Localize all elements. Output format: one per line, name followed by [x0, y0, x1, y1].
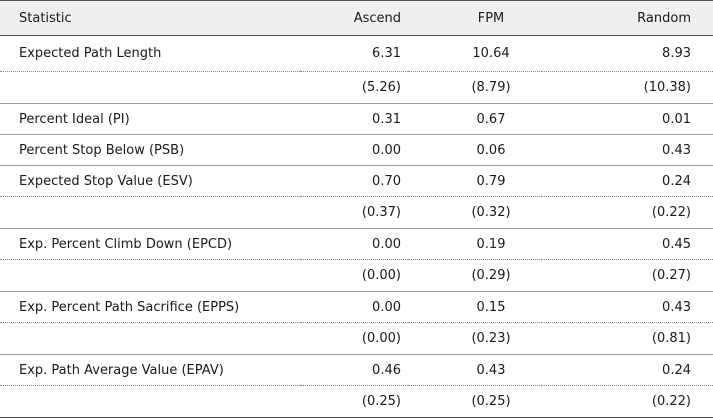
- cell-ascend: 0.31: [300, 103, 408, 135]
- row-label: Expected Stop Value (ESV): [0, 165, 300, 197]
- cell-ascend: (5.26): [300, 71, 408, 104]
- table-row: Expected Path Length 6.31 10.64 8.93: [0, 35, 713, 72]
- row-label: Exp. Percent Climb Down (EPCD): [0, 228, 300, 260]
- header-row: Statistic Ascend FPM Random: [0, 0, 713, 36]
- row-label: [0, 196, 300, 229]
- cell-random: 0.01: [542, 103, 713, 135]
- table-row: (0.25) (0.25) (0.22): [0, 385, 713, 418]
- cell-ascend: 0.00: [300, 134, 408, 166]
- row-label: Exp. Percent Path Sacrifice (EPPS): [0, 291, 300, 323]
- cell-ascend: (0.00): [300, 259, 408, 292]
- cell-random: 0.43: [542, 291, 713, 323]
- cell-random: (0.22): [542, 196, 713, 229]
- header-statistic: Statistic: [19, 10, 72, 26]
- table-row: Percent Stop Below (PSB) 0.00 0.06 0.43: [0, 134, 713, 166]
- row-label: Percent Ideal (PI): [0, 103, 300, 135]
- row-label: Expected Path Length: [0, 35, 300, 72]
- cell-ascend: (0.25): [300, 385, 408, 418]
- cell-fpm: 0.67: [408, 103, 542, 135]
- cell-random: (0.81): [542, 322, 713, 355]
- header-ascend: Ascend: [353, 10, 401, 26]
- table-header: Statistic Ascend FPM Random: [0, 0, 713, 36]
- cell-ascend: 0.00: [300, 228, 408, 260]
- table-row: Percent Ideal (PI) 0.31 0.67 0.01: [0, 103, 713, 135]
- table-row: Expected Stop Value (ESV) 0.70 0.79 0.24: [0, 165, 713, 197]
- header-random: Random: [637, 10, 691, 26]
- cell-ascend: (0.00): [300, 322, 408, 355]
- cell-fpm: 0.79: [408, 165, 542, 197]
- cell-fpm: 0.43: [408, 354, 542, 386]
- cell-fpm: 0.06: [408, 134, 542, 166]
- cell-ascend: (0.37): [300, 196, 408, 229]
- table-row: (0.00) (0.23) (0.81): [0, 322, 713, 355]
- table-row: Exp. Percent Climb Down (EPCD) 0.00 0.19…: [0, 228, 713, 260]
- cell-fpm: (0.23): [408, 322, 542, 355]
- table-row: (0.00) (0.29) (0.27): [0, 259, 713, 292]
- cell-random: (0.22): [542, 385, 713, 418]
- cell-fpm: 0.19: [408, 228, 542, 260]
- table-row: Exp. Path Average Value (EPAV) 0.46 0.43…: [0, 354, 713, 386]
- cell-random: 0.43: [542, 134, 713, 166]
- cell-fpm: (0.25): [408, 385, 542, 418]
- row-label: [0, 322, 300, 355]
- cell-ascend: 0.46: [300, 354, 408, 386]
- cell-fpm: (0.29): [408, 259, 542, 292]
- cell-random: (10.38): [542, 71, 713, 104]
- row-label: [0, 385, 300, 418]
- cell-fpm: (8.79): [408, 71, 542, 104]
- row-label: Percent Stop Below (PSB): [0, 134, 300, 166]
- cell-ascend: 0.00: [300, 291, 408, 323]
- table-row: (5.26) (8.79) (10.38): [0, 71, 713, 104]
- cell-random: 0.24: [542, 354, 713, 386]
- row-label: Exp. Path Average Value (EPAV): [0, 354, 300, 386]
- cell-random: 0.24: [542, 165, 713, 197]
- cell-fpm: (0.32): [408, 196, 542, 229]
- table-row: Exp. Percent Path Sacrifice (EPPS) 0.00 …: [0, 291, 713, 323]
- cell-random: 8.93: [542, 35, 713, 72]
- row-label: [0, 259, 300, 292]
- cell-random: 0.45: [542, 228, 713, 260]
- table-row: (0.37) (0.32) (0.22): [0, 196, 713, 229]
- cell-fpm: 0.15: [408, 291, 542, 323]
- cell-ascend: 6.31: [300, 35, 408, 72]
- cell-ascend: 0.70: [300, 165, 408, 197]
- cell-fpm: 10.64: [408, 35, 542, 72]
- header-fpm: FPM: [477, 10, 505, 26]
- table-body: Expected Path Length 6.31 10.64 8.93 (5.…: [0, 35, 713, 418]
- row-label: [0, 71, 300, 104]
- cell-random: (0.27): [542, 259, 713, 292]
